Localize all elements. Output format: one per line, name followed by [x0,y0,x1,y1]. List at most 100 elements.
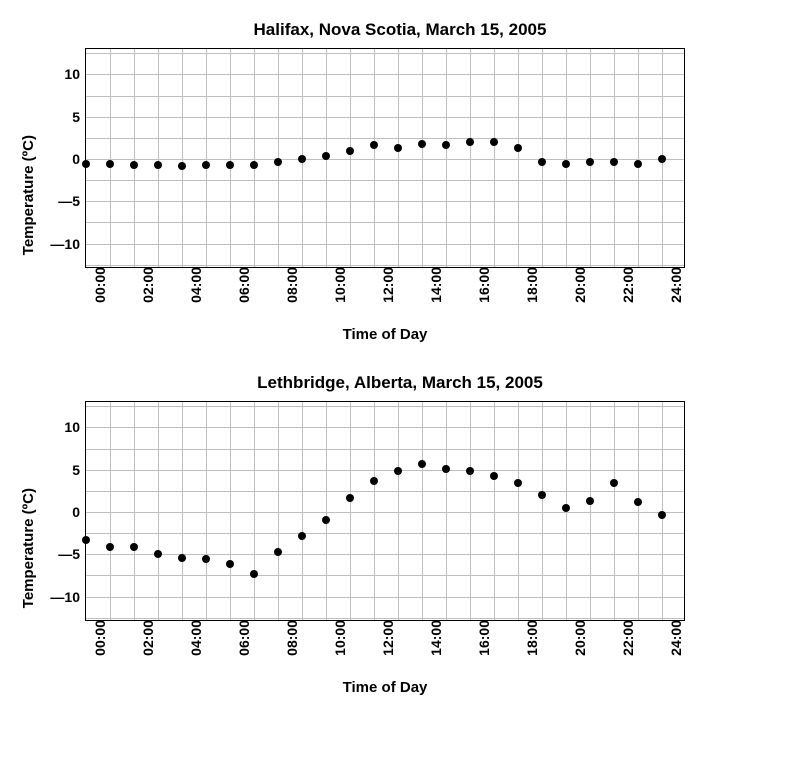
gridline-v [182,49,183,267]
x-tick-label: 14:00 [422,249,444,285]
y-tick-label: 5 [72,462,86,478]
data-point [322,152,330,160]
y-tick-label: 10 [64,66,86,82]
x-tick-label: 18:00 [518,249,540,285]
x-tick-label: 06:00 [230,249,252,285]
data-point [178,554,186,562]
x-tick-text: 10:00 [332,620,348,656]
gridline-v [206,402,207,620]
x-tick-label: 12:00 [374,602,396,638]
x-tick-label: 08:00 [278,249,300,285]
gridline-v [302,402,303,620]
data-point [634,160,642,168]
x-tick-text: 22:00 [620,267,636,303]
data-point [202,555,210,563]
data-point [250,161,258,169]
x-tick-label: 00:00 [86,249,108,285]
gridline-h [86,470,684,471]
gridline-v [230,402,231,620]
data-point [226,161,234,169]
data-point [298,155,306,163]
data-point [130,543,138,551]
data-point [82,160,90,168]
grid: 1050—5—1000:0002:0004:0006:0008:0010:001… [85,48,685,268]
gridline-h [86,159,684,160]
x-tick-label: 04:00 [182,249,204,285]
x-tick-text: 02:00 [140,267,156,303]
y-axis-label: Temperature (ºC) [20,488,37,608]
data-point [394,467,402,475]
x-tick-text: 06:00 [236,267,252,303]
x-tick-label: 02:00 [134,249,156,285]
x-tick-text: 14:00 [428,267,444,303]
x-tick-text: 00:00 [92,267,108,303]
x-tick-text: 06:00 [236,620,252,656]
data-point [490,472,498,480]
x-tick-label: 16:00 [470,602,492,638]
gridline-h [86,244,684,245]
gridline-v [374,402,375,620]
chart-wrap: Temperature (ºC)1050—5—1000:0002:0004:00… [20,48,780,343]
gridline-v [614,402,615,620]
gridline-v [518,402,519,620]
x-tick-label: 16:00 [470,249,492,285]
gridline-h [86,406,684,407]
plot-area: 1050—5—1000:0002:0004:0006:0008:0010:001… [85,401,685,621]
x-tick-text: 10:00 [332,267,348,303]
gridline-v [566,49,567,267]
gridline-v [374,49,375,267]
gridline-h [86,533,684,534]
gridline-v [326,402,327,620]
data-point [394,144,402,152]
gridline-h [86,74,684,75]
gridline-v [398,402,399,620]
x-tick-label: 02:00 [134,602,156,638]
gridline-v [134,402,135,620]
x-tick-label: 10:00 [326,602,348,638]
y-tick-label: —5 [58,546,86,562]
gridline-v [542,402,543,620]
gridline-v [230,49,231,267]
gridline-v [422,402,423,620]
data-point [658,155,666,163]
x-tick-text: 04:00 [188,620,204,656]
gridline-v [638,49,639,267]
gridline-v [446,49,447,267]
data-point [178,162,186,170]
y-tick-label: 10 [64,419,86,435]
gridline-v [134,49,135,267]
data-point [106,543,114,551]
data-point [586,158,594,166]
data-point [274,158,282,166]
x-tick-label: 10:00 [326,249,348,285]
x-tick-label: 12:00 [374,249,396,285]
x-tick-label: 08:00 [278,602,300,638]
plot-column: 1050—5—1000:0002:0004:0006:0008:0010:001… [41,48,685,343]
gridline-v [470,402,471,620]
x-tick-label: 18:00 [518,602,540,638]
data-point [298,532,306,540]
x-tick-label: 24:00 [662,602,684,638]
gridline-h [86,512,684,513]
data-point [514,479,522,487]
chart-title: Lethbridge, Alberta, March 15, 2005 [20,373,780,393]
gridline-v [494,402,495,620]
gridline-v [470,49,471,267]
gridline-h [86,554,684,555]
chart-0: Halifax, Nova Scotia, March 15, 2005Temp… [20,20,780,343]
data-point [658,511,666,519]
x-tick-text: 18:00 [524,267,540,303]
data-point [442,141,450,149]
gridline-h [86,449,684,450]
gridline-v [422,49,423,267]
gridline-v [254,402,255,620]
data-point [418,460,426,468]
gridline-v [206,49,207,267]
gridline-v [638,402,639,620]
x-tick-text: 24:00 [668,267,684,303]
data-point [154,161,162,169]
data-point [442,465,450,473]
gridline-h [86,222,684,223]
x-tick-text: 04:00 [188,267,204,303]
data-point [490,138,498,146]
